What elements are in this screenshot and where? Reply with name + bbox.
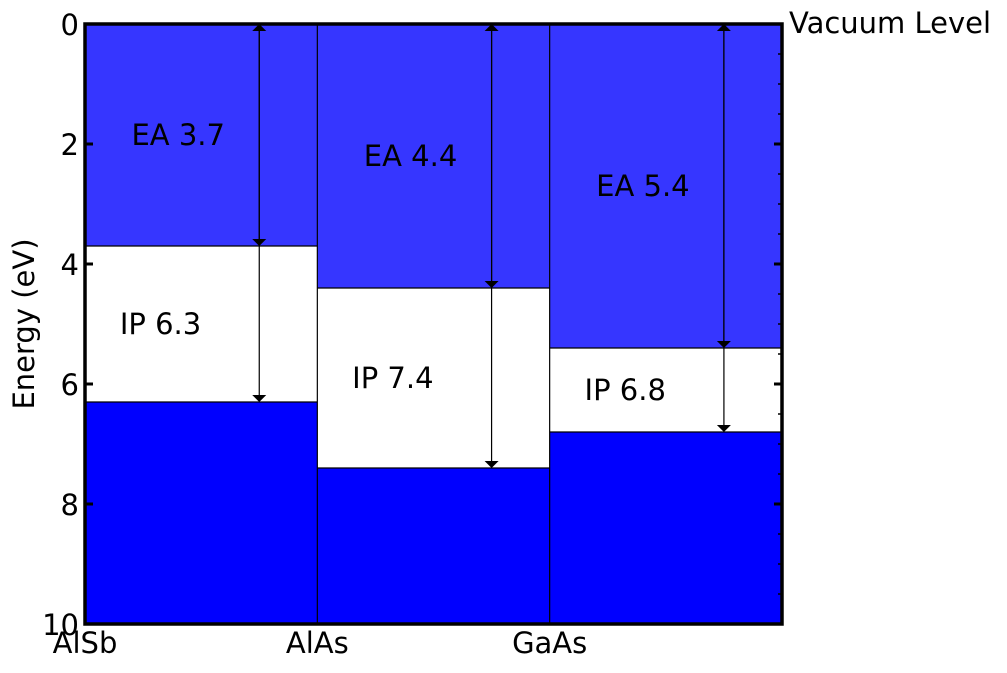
- y-axis-label: Energy (eV): [7, 238, 41, 409]
- ea-label: EA 3.7: [131, 118, 225, 152]
- ip-arrow-head-bottom: [252, 395, 267, 402]
- valence-region-alsb: [85, 402, 318, 624]
- conduction-region-alas: [317, 24, 550, 288]
- ip-arrow-head-bottom: [484, 461, 499, 468]
- ip-arrow-head-bottom: [716, 425, 731, 432]
- vacuum-level-label: Vacuum Level: [789, 6, 991, 40]
- ea-label: EA 5.4: [596, 169, 690, 203]
- ea-label: EA 4.4: [364, 139, 458, 173]
- ip-label: IP 6.8: [585, 373, 666, 407]
- valence-region-gaas: [549, 432, 782, 624]
- valence-region-alas: [317, 468, 550, 624]
- x-category-label: AlAs: [286, 626, 349, 660]
- y-tick-label: 2: [61, 128, 79, 162]
- y-tick-label: 8: [61, 488, 79, 522]
- gap-region-alsb: [85, 246, 318, 402]
- ip-label: IP 7.4: [352, 361, 433, 395]
- x-category-label: GaAs: [512, 626, 587, 660]
- gap-region-gaas: [549, 348, 782, 432]
- y-tick-label: 4: [61, 248, 79, 282]
- conduction-region-alsb: [85, 24, 318, 246]
- gap-region-alas: [317, 288, 550, 468]
- ip-label: IP 6.3: [120, 307, 201, 341]
- y-tick-label: 6: [61, 368, 79, 402]
- x-category-label: AlSb: [53, 626, 118, 660]
- y-tick-label: 0: [61, 8, 79, 42]
- y-tick-label: 10: [42, 608, 79, 642]
- conduction-region-gaas: [549, 24, 782, 348]
